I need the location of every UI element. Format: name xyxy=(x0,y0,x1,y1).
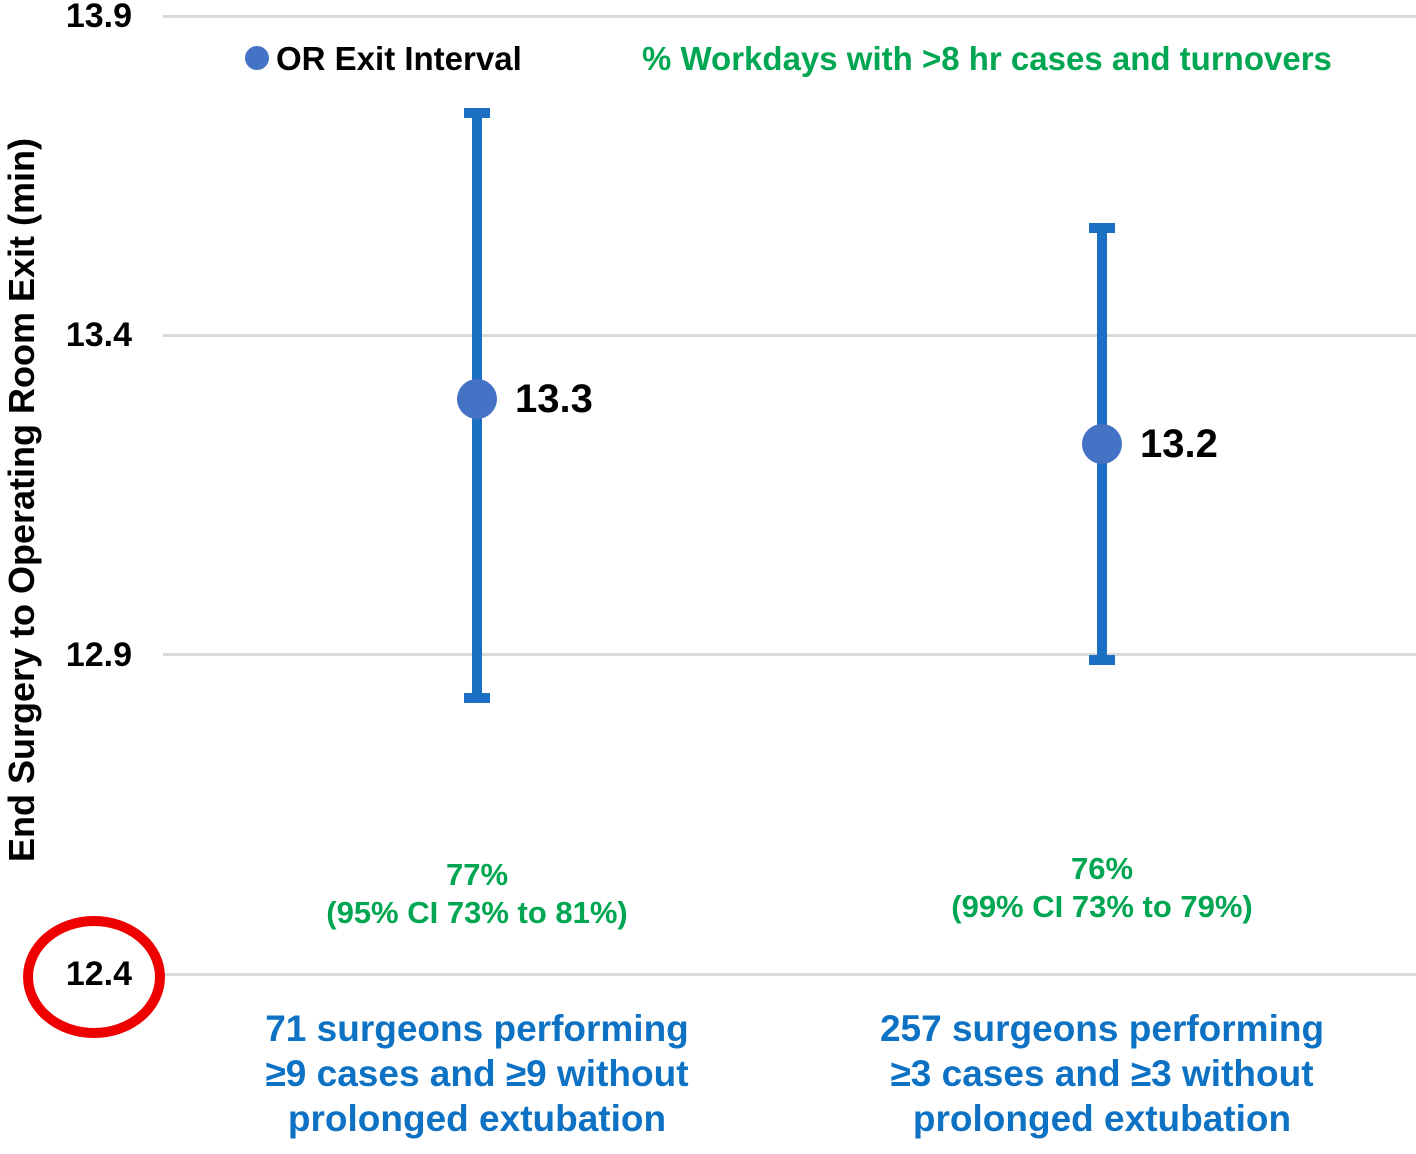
data-point-marker xyxy=(457,379,497,420)
data-point-marker xyxy=(1082,423,1122,464)
percent-value: 77% xyxy=(445,857,509,892)
data-point-label: 13.2 xyxy=(1140,421,1218,466)
error-bar-cap-bottom xyxy=(464,693,490,704)
category-label: 71 surgeons performing ≥9 cases and ≥9 w… xyxy=(175,1006,779,1141)
gridline xyxy=(163,972,1416,976)
y-tick-label: 13.9 xyxy=(65,0,132,35)
error-bar-cap-bottom xyxy=(1089,655,1115,666)
percent-value: 76% xyxy=(1070,851,1134,886)
percent-ci: (99% CI 73% to 79%) xyxy=(951,889,1253,924)
legend-marker-icon xyxy=(245,46,269,70)
error-bar-cap-top xyxy=(464,107,490,118)
y-axis-title: End Surgery to Operating Room Exit (min) xyxy=(1,137,42,863)
percent-annotation: 77% (95% CI 73% to 81%) xyxy=(265,856,689,932)
error-bar-cap-top xyxy=(1089,222,1115,233)
legend-secondary-label: % Workdays with >8 hr cases and turnover… xyxy=(642,40,1332,77)
percent-ci: (95% CI 73% to 81%) xyxy=(326,895,628,930)
category-line: prolonged extubation xyxy=(912,1098,1292,1139)
gridline xyxy=(163,653,1416,657)
category-line: ≥9 cases and ≥9 without xyxy=(265,1053,689,1094)
red-circle-annotation xyxy=(23,916,165,1038)
y-tick-label: 12.9 xyxy=(65,635,132,674)
category-line: 257 surgeons performing xyxy=(879,1008,1325,1049)
y-tick-label: 13.4 xyxy=(65,316,132,355)
gridline xyxy=(163,333,1416,337)
category-line: 71 surgeons performing xyxy=(265,1008,689,1049)
legend-series-label: OR Exit Interval xyxy=(276,40,522,77)
category-line: ≥3 cases and ≥3 without xyxy=(890,1053,1314,1094)
category-label: 257 surgeons performing ≥3 cases and ≥3 … xyxy=(800,1006,1404,1141)
data-point-label: 13.3 xyxy=(515,377,593,422)
percent-annotation: 76% (99% CI 73% to 79%) xyxy=(890,850,1314,926)
gridline xyxy=(163,14,1416,18)
category-line: prolonged extubation xyxy=(287,1098,667,1139)
